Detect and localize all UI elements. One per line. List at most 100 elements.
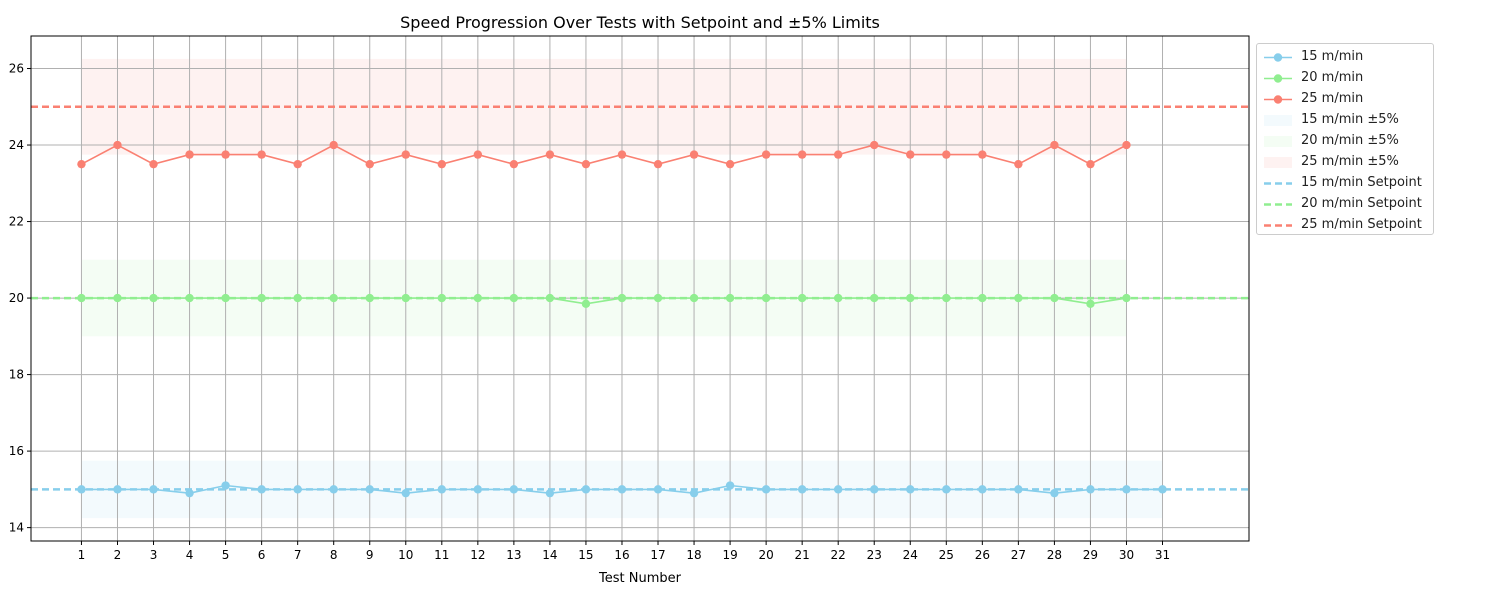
data-point	[1050, 293, 1059, 303]
data-point	[942, 150, 951, 159]
data-point	[1086, 485, 1095, 494]
legend-swatch	[1264, 53, 1292, 62]
legend-entry: 15 m/min Setpoint	[1257, 173, 1435, 194]
legend-label: 20 m/min	[1301, 70, 1364, 85]
data-point	[185, 150, 194, 159]
data-point	[329, 293, 338, 303]
data-point	[329, 140, 338, 150]
chart-title: Speed Progression Over Tests with Setpoi…	[400, 13, 880, 32]
legend-swatch	[1264, 224, 1292, 227]
x-axis-label: Test Number	[598, 571, 682, 586]
data-point	[833, 150, 843, 159]
data-point	[149, 485, 158, 494]
legend-entry: 20 m/min	[1257, 68, 1435, 89]
data-point	[653, 293, 663, 303]
legend-marker	[1273, 53, 1283, 62]
y-tick-label: 18	[9, 368, 24, 382]
legend-swatch	[1264, 182, 1292, 185]
data-point	[401, 293, 410, 303]
data-point	[221, 150, 230, 159]
data-point	[581, 485, 591, 494]
series-line-2	[81, 144, 1127, 166]
data-point	[1122, 485, 1131, 494]
data-point	[725, 293, 735, 303]
x-tick-label: 12	[470, 548, 485, 562]
x-tick-label: 11	[434, 548, 449, 562]
data-point	[329, 485, 338, 494]
y-tick-label: 24	[9, 138, 24, 152]
legend-entry: 20 m/min Setpoint	[1257, 194, 1435, 215]
x-tick-label: 22	[831, 548, 846, 562]
data-point	[617, 150, 627, 159]
x-tick-label: 24	[903, 548, 918, 562]
x-tick-label: 5	[222, 548, 230, 562]
data-point	[978, 485, 987, 494]
x-tick-label: 31	[1155, 548, 1170, 562]
data-point	[1086, 299, 1095, 309]
data-point	[293, 293, 302, 303]
legend-patch	[1264, 157, 1292, 168]
data-point	[365, 293, 374, 303]
data-point	[1050, 140, 1059, 150]
x-tick-label: 30	[1119, 548, 1134, 562]
data-series	[77, 140, 1167, 498]
x-tick-label: 23	[867, 548, 882, 562]
data-point	[293, 159, 302, 169]
legend-label: 25 m/min ±5%	[1301, 154, 1399, 169]
data-point	[509, 293, 519, 303]
data-point	[545, 488, 555, 498]
data-point	[617, 293, 627, 303]
data-point	[942, 293, 951, 303]
data-point	[77, 293, 86, 303]
data-point	[725, 159, 735, 169]
data-point	[653, 485, 663, 494]
data-point	[437, 159, 447, 169]
legend-marker	[1273, 74, 1283, 83]
data-point	[653, 159, 663, 169]
legend-entry: 15 m/min	[1257, 47, 1435, 68]
x-tick-label: 7	[294, 548, 302, 562]
legend-label: 15 m/min ±5%	[1301, 112, 1399, 127]
data-point	[797, 150, 807, 159]
legend-marker	[1273, 95, 1283, 104]
legend-entry: 15 m/min ±5%	[1257, 110, 1435, 131]
data-point	[1122, 293, 1131, 303]
data-point	[509, 485, 519, 494]
data-point	[257, 150, 266, 159]
legend-swatch	[1264, 136, 1292, 147]
data-point	[221, 481, 230, 490]
y-tick-label: 22	[9, 215, 24, 229]
x-tick-label: 18	[686, 548, 701, 562]
x-tick-label: 21	[795, 548, 810, 562]
data-point	[365, 159, 374, 169]
data-point	[473, 485, 483, 494]
data-point	[617, 485, 627, 494]
x-tick-label: 4	[186, 548, 194, 562]
data-point	[797, 485, 807, 494]
data-point	[437, 293, 447, 303]
data-point	[401, 488, 410, 498]
data-point	[870, 293, 879, 303]
data-point	[906, 485, 915, 494]
legend-label: 25 m/min Setpoint	[1301, 217, 1422, 232]
data-point	[797, 293, 807, 303]
x-tick-label: 13	[506, 548, 521, 562]
data-point	[77, 485, 86, 494]
data-point	[833, 293, 843, 303]
legend-label: 20 m/min ±5%	[1301, 133, 1399, 148]
series-line-1	[81, 297, 1127, 305]
data-point	[365, 485, 374, 494]
data-point	[185, 293, 194, 303]
legend-label: 15 m/min Setpoint	[1301, 175, 1422, 190]
data-point	[77, 159, 86, 169]
x-tick-label: 20	[758, 548, 773, 562]
x-tick-label: 6	[258, 548, 266, 562]
data-point	[1158, 485, 1167, 494]
data-point	[401, 150, 410, 159]
data-point	[221, 293, 230, 303]
legend-entry: 25 m/min Setpoint	[1257, 215, 1435, 236]
x-tick-label: 10	[398, 548, 413, 562]
legend-label: 15 m/min	[1301, 49, 1364, 64]
x-tick-label: 28	[1047, 548, 1062, 562]
